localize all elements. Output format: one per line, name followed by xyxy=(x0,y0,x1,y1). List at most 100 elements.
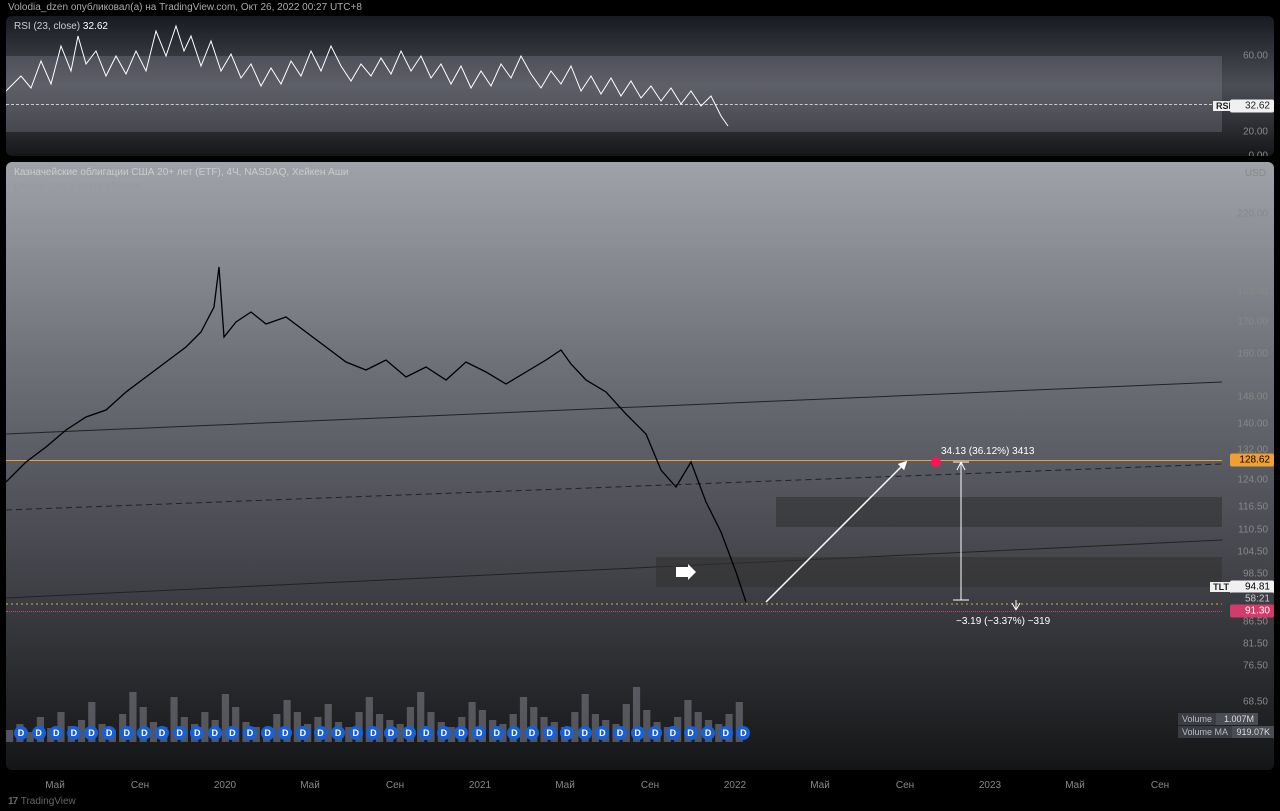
dividend-marker[interactable]: D xyxy=(472,726,486,740)
dividend-marker[interactable]: D xyxy=(102,726,116,740)
upside-annotation: 34.13 (36.12%) 3413 xyxy=(941,446,1034,457)
price-tag: 128.62 xyxy=(1230,454,1274,467)
time-xlabel: Сен xyxy=(131,780,149,791)
dividend-marker[interactable]: D xyxy=(137,726,151,740)
price-ylabel: 140.00 xyxy=(1237,419,1268,430)
dividend-marker[interactable]: D xyxy=(684,726,698,740)
dividend-marker[interactable]: D xyxy=(190,726,204,740)
time-xlabel: Сен xyxy=(896,780,914,791)
dividend-marker[interactable]: D xyxy=(296,726,310,740)
time-xlabel: Сен xyxy=(386,780,404,791)
rsi-value-tag: 32.62 xyxy=(1230,100,1274,113)
price-ylabel: 68.50 xyxy=(1243,697,1268,708)
rsi-ylabel: 60.00 xyxy=(1243,51,1268,62)
publish-header: Volodia_dzen опубликовал(а) на TradingVi… xyxy=(0,0,1280,16)
dividend-marker[interactable]: D xyxy=(419,726,433,740)
vol-tag-label: Volume xyxy=(1178,713,1216,725)
time-xlabel: Сен xyxy=(1151,780,1169,791)
dividend-markers: DDDDDDDDDDDDDDDDDDDDDDDDDDDDDDDDDDDDDDDD… xyxy=(6,726,1222,742)
vol-tag-label: Volume MA xyxy=(1178,726,1232,738)
dividend-marker[interactable]: D xyxy=(225,726,239,740)
dividend-marker[interactable]: D xyxy=(120,726,134,740)
rsi-ylabel: 20.00 xyxy=(1243,127,1268,138)
dividend-marker[interactable]: D xyxy=(331,726,345,740)
volume-legend: Объём (20) 1.007M 919.07K xyxy=(14,180,348,194)
dividend-marker[interactable]: D xyxy=(454,726,468,740)
time-axis-footer: Май Сен 2020 Май Сен 2021 Май Сен 2022 Май Сен 2023… xyxy=(0,773,1280,811)
price-ylabel: 180.00 xyxy=(1237,287,1268,298)
dividend-marker[interactable]: D xyxy=(648,726,662,740)
price-ylabel: 116.50 xyxy=(1238,502,1268,513)
price-ylabel: 124.00 xyxy=(1237,475,1268,486)
dividend-marker[interactable]: D xyxy=(578,726,592,740)
dividend-marker[interactable]: D xyxy=(49,726,63,740)
dividend-marker[interactable]: D xyxy=(525,726,539,740)
dividend-marker[interactable]: D xyxy=(595,726,609,740)
tradingview-watermark: 17 TradingView xyxy=(8,796,76,807)
dividend-marker[interactable]: D xyxy=(666,726,680,740)
dividend-marker[interactable]: D xyxy=(84,726,98,740)
dividend-marker[interactable]: D xyxy=(402,726,416,740)
dividend-marker[interactable]: D xyxy=(173,726,187,740)
vol-tag-value: 919.07K xyxy=(1232,726,1274,738)
dividend-marker[interactable]: D xyxy=(490,726,504,740)
dividend-marker[interactable]: D xyxy=(14,726,28,740)
dividend-marker[interactable]: D xyxy=(560,726,574,740)
rsi-y-axis: 60.0040.0020.000.00 xyxy=(1222,16,1274,156)
dividend-marker[interactable]: D xyxy=(736,726,750,740)
price-ylabel: 81.50 xyxy=(1243,639,1268,650)
dividend-marker[interactable]: D xyxy=(32,726,46,740)
symbol-title: Казначейские облигации США 20+ лет (ETF)… xyxy=(14,166,348,180)
pointer-arrow-icon xyxy=(676,564,696,585)
dividend-marker[interactable]: D xyxy=(261,726,275,740)
time-xlabel: Май xyxy=(810,780,830,791)
time-xlabel: 2022 xyxy=(724,780,746,791)
downside-annotation: −3.19 (−3.37%) −319 xyxy=(956,616,1050,627)
price-ylabel: 110.50 xyxy=(1238,525,1268,536)
target-dot xyxy=(931,457,941,467)
ticker-badge: TLT xyxy=(1210,582,1232,592)
price-tag: 91.30 xyxy=(1230,605,1274,618)
dividend-marker[interactable]: D xyxy=(507,726,521,740)
price-ylabel: 148.00 xyxy=(1237,392,1268,403)
dividend-marker[interactable]: D xyxy=(314,726,328,740)
time-xlabel: Май xyxy=(45,780,65,791)
rsi-series xyxy=(6,16,1222,156)
dividend-marker[interactable]: D xyxy=(366,726,380,740)
dividend-marker[interactable]: D xyxy=(719,726,733,740)
rsi-legend: RSI (23, close) 32.62 xyxy=(14,20,108,34)
rsi-ylabel: 0.00 xyxy=(1249,151,1268,157)
dividend-marker[interactable]: D xyxy=(613,726,627,740)
price-ylabel: 170.00 xyxy=(1237,317,1268,328)
time-xlabel: 2023 xyxy=(979,780,1001,791)
dividend-marker[interactable]: D xyxy=(437,726,451,740)
main-legend: Казначейские облигации США 20+ лет (ETF)… xyxy=(14,166,348,194)
dividend-marker[interactable]: D xyxy=(208,726,222,740)
volume-tags: Volume1.007MVolume MA919.07K xyxy=(1178,712,1274,738)
dividend-marker[interactable]: D xyxy=(278,726,292,740)
price-ylabel: 160.00 xyxy=(1237,349,1268,360)
dividend-marker[interactable]: D xyxy=(67,726,81,740)
time-xlabel: 2020 xyxy=(214,780,236,791)
price-ylabel: 76.50 xyxy=(1243,661,1268,672)
time-xlabel: 2021 xyxy=(469,780,491,791)
price-ylabel: 86.50 xyxy=(1243,617,1268,628)
dividend-marker[interactable]: D xyxy=(631,726,645,740)
price-ylabel: 220.00 xyxy=(1237,209,1268,220)
main-chart-panel[interactable]: Казначейские облигации США 20+ лет (ETF)… xyxy=(6,162,1274,770)
time-xlabel: Май xyxy=(300,780,320,791)
time-xlabel: Май xyxy=(555,780,575,791)
price-ylabel: 104.50 xyxy=(1237,547,1268,558)
dividend-marker[interactable]: D xyxy=(349,726,363,740)
dividend-marker[interactable]: D xyxy=(155,726,169,740)
dividend-marker[interactable]: D xyxy=(701,726,715,740)
dividend-marker[interactable]: D xyxy=(243,726,257,740)
vol-tag-value: 1.007M xyxy=(1216,713,1258,725)
publish-text: Volodia_dzen опубликовал(а) на TradingVi… xyxy=(8,2,362,13)
dividend-marker[interactable]: D xyxy=(384,726,398,740)
rsi-panel[interactable]: RSI (23, close) 32.62 60.0040.0020.000.0… xyxy=(6,16,1274,156)
time-xlabel: Май xyxy=(1065,780,1085,791)
price-ylabel: 98.50 xyxy=(1243,569,1268,580)
dividend-marker[interactable]: D xyxy=(543,726,557,740)
time-xlabel: Сен xyxy=(641,780,659,791)
